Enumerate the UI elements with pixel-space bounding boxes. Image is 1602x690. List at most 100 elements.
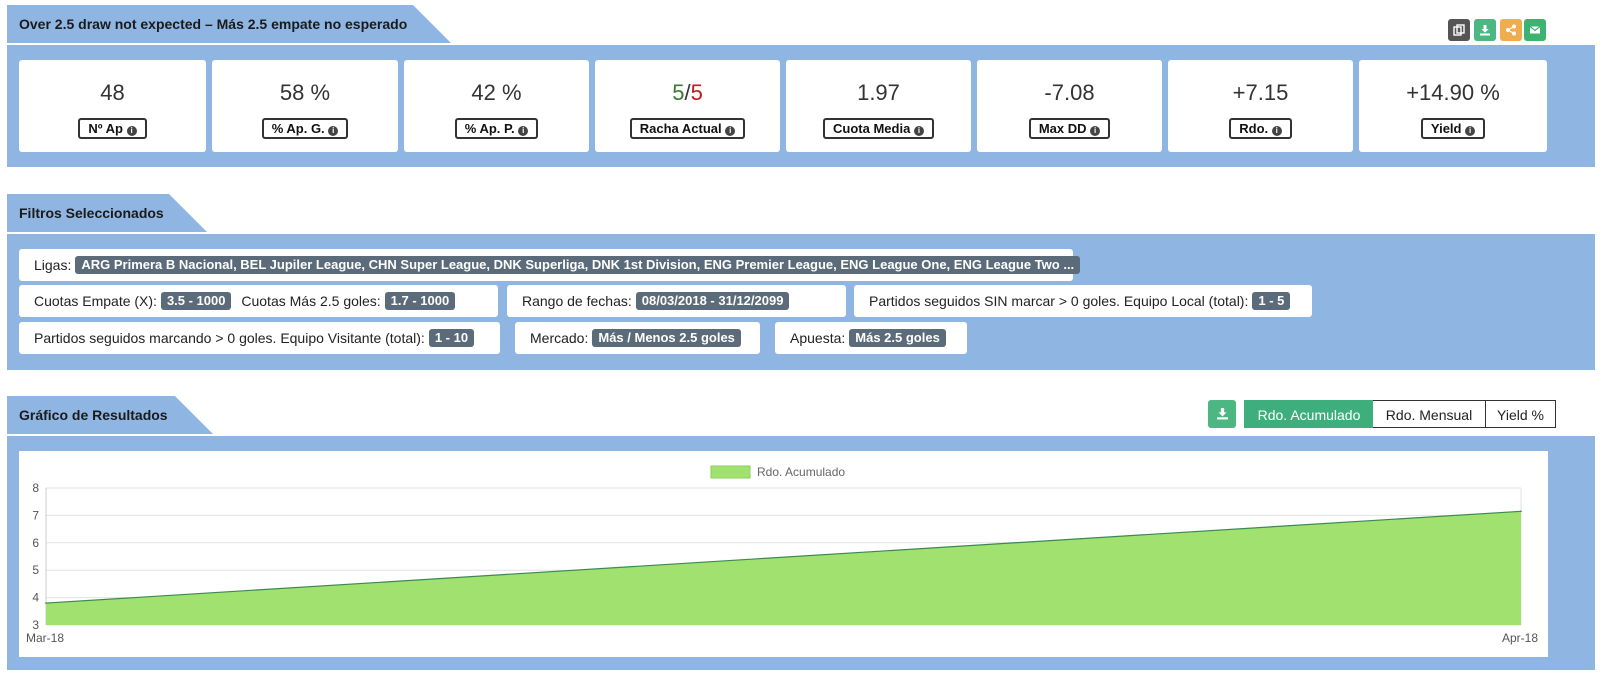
y-tick-label: 8 — [32, 481, 39, 495]
filter-badge: Más / Menos 2.5 goles — [592, 329, 741, 347]
copy-button[interactable] — [1448, 19, 1470, 41]
stat-label-button[interactable]: % Ap. G. i — [261, 118, 349, 139]
filter-marcando: Partidos seguidos marcando > 0 goles. Eq… — [19, 322, 500, 354]
filter-cuotas: Cuotas Empate (X): 3.5 - 1000 Cuotas Más … — [19, 285, 498, 317]
toggle-yield[interactable]: Yield % — [1485, 400, 1556, 428]
info-icon: i — [328, 126, 339, 136]
page-title: Over 2.5 draw not expected – Más 2.5 emp… — [19, 16, 408, 32]
stat-card-yield: +14.90 % Yield i — [1359, 60, 1547, 152]
data-point — [45, 602, 47, 604]
download-button[interactable] — [1474, 19, 1496, 41]
results-chart: 3 4 5 6 7 8 Mar-18 Apr-18 Rdo. Acumulado — [26, 465, 1538, 645]
data-point — [1520, 510, 1522, 513]
share-button[interactable] — [1500, 19, 1522, 41]
stat-label: Nº Ap — [88, 121, 123, 136]
legend-label: Rdo. Acumulado — [757, 465, 845, 479]
info-icon: i — [913, 126, 924, 136]
toggle-rdo-mensual[interactable]: Rdo. Mensual — [1373, 400, 1486, 428]
results-title-tab: Gráfico de Resultados — [7, 396, 213, 434]
stat-label: Yield — [1430, 121, 1462, 136]
filter-label: Rango de fechas: — [522, 293, 632, 309]
filters-title: Filtros Seleccionados — [19, 205, 164, 221]
stat-label: Rdo. — [1239, 121, 1269, 136]
download-icon — [1480, 25, 1490, 36]
stat-label-button[interactable]: Cuota Media i — [823, 118, 934, 139]
filter-label: Mercado: — [530, 330, 589, 346]
chart-card: 3 4 5 6 7 8 Mar-18 Apr-18 Rdo. Acumulado — [19, 451, 1548, 657]
stat-label-button[interactable]: Racha Actual i — [629, 118, 746, 139]
x-tick-label: Apr-18 — [1502, 631, 1538, 645]
filter-badge: 1.7 - 1000 — [384, 292, 456, 310]
filter-label: Cuotas Más 2.5 goles: — [241, 293, 381, 309]
stat-card-max-dd: -7.08 Max DD i — [977, 60, 1162, 152]
racha-sep: / — [684, 80, 691, 105]
filter-sin-marcar: Partidos seguidos SIN marcar > 0 goles. … — [854, 285, 1312, 317]
stat-card-ap-p: 42 % % Ap. P. i — [404, 60, 589, 152]
stat-value: 42 % — [471, 80, 522, 105]
share-icon — [1506, 24, 1516, 36]
results-title: Gráfico de Resultados — [19, 407, 168, 423]
filter-badge: ARG Primera B Nacional, BEL Jupiler Leag… — [75, 256, 1081, 274]
info-icon: i — [1271, 126, 1282, 136]
filter-badge: 08/03/2018 - 31/12/2099 — [635, 292, 790, 310]
info-icon: i — [1090, 126, 1101, 136]
filter-label: Apuesta: — [790, 330, 846, 346]
filter-label: Partidos seguidos marcando > 0 goles. Eq… — [34, 330, 425, 346]
filters-section: Filtros Seleccionados Ligas: ARG Primera … — [7, 194, 1595, 370]
filter-label: Partidos seguidos SIN marcar > 0 goles. … — [869, 293, 1249, 309]
filter-badge: 1 - 10 — [428, 329, 475, 347]
filter-badge: 1 - 5 — [1252, 292, 1291, 310]
stat-label: % Ap. G. — [271, 121, 325, 136]
stat-label-button[interactable]: Nº Ap i — [78, 118, 147, 139]
legend-swatch — [710, 465, 751, 479]
stat-value: +14.90 % — [1406, 80, 1500, 105]
stat-card-cuota-media: 1.97 Cuota Media i — [786, 60, 971, 152]
email-button[interactable] — [1524, 19, 1546, 41]
stat-value: 1.97 — [857, 80, 900, 105]
filter-apuesta: Apuesta: Más 2.5 goles — [775, 322, 967, 354]
chart-panel: 3 4 5 6 7 8 Mar-18 Apr-18 Rdo. Acumulado — [7, 436, 1595, 670]
y-tick-label: 4 — [32, 591, 39, 605]
stat-label-button[interactable]: Yield i — [1420, 118, 1486, 139]
stat-label-button[interactable]: Max DD i — [1028, 118, 1111, 139]
y-tick-label: 3 — [32, 618, 39, 632]
stat-card-ap-g: 58 % % Ap. G. i — [212, 60, 398, 152]
stats-panel: 48 Nº Ap i 58 % % Ap. G. i 42 % % Ap. P.… — [7, 45, 1595, 167]
area-fill — [46, 511, 1521, 625]
y-tick-label: 6 — [32, 536, 39, 550]
stat-value: 48 — [100, 80, 125, 105]
y-tick-label: 5 — [32, 563, 39, 577]
y-tick-label: 7 — [32, 508, 39, 522]
racha-wins: 5 — [672, 80, 685, 105]
filter-label: Cuotas Empate (X): — [34, 293, 157, 309]
toggle-rdo-acumulado[interactable]: Rdo. Acumulado — [1244, 400, 1374, 428]
filter-badge: Más 2.5 goles — [849, 329, 946, 347]
stat-card-rdo: +7.15 Rdo. i — [1168, 60, 1353, 152]
stat-label-button[interactable]: % Ap. P. i — [454, 118, 539, 139]
filter-label: Ligas: — [34, 257, 72, 273]
stat-label: Racha Actual — [639, 121, 722, 136]
copy-icon — [1453, 24, 1465, 36]
chart-download-button[interactable] — [1208, 400, 1236, 428]
envelope-icon — [1529, 26, 1541, 34]
stat-label: % Ap. P. — [464, 121, 515, 136]
stat-value: 58 % — [279, 80, 331, 105]
filter-badge: 3.5 - 1000 — [160, 292, 232, 310]
filter-fechas: Rango de fechas: 08/03/2018 - 31/12/2099 — [507, 285, 846, 317]
stat-value: 5/5 — [595, 78, 780, 108]
summary-section: Over 2.5 draw not expected – Más 2.5 emp… — [7, 5, 1595, 167]
stat-label-button[interactable]: Rdo. i — [1229, 118, 1292, 139]
filter-mercado: Mercado: Más / Menos 2.5 goles — [515, 322, 760, 354]
racha-total: 5 — [690, 80, 703, 105]
x-tick-label: Mar-18 — [26, 631, 64, 645]
series-line — [45, 510, 1522, 604]
stat-value: +7.15 — [1232, 80, 1289, 105]
stat-card-num-ap: 48 Nº Ap i — [19, 60, 206, 152]
stat-label: Max DD — [1038, 121, 1087, 136]
stat-label: Cuota Media — [833, 121, 911, 136]
filter-ligas: Ligas: ARG Primera B Nacional, BEL Jupile… — [19, 249, 1081, 281]
filters-title-tab: Filtros Seleccionados — [7, 194, 207, 232]
results-section: Gráfico de Resultados 3 4 5 6 7 8 Mar-18 Apr-18… — [7, 396, 1595, 670]
info-icon: i — [126, 126, 137, 136]
info-icon: i — [725, 126, 736, 136]
